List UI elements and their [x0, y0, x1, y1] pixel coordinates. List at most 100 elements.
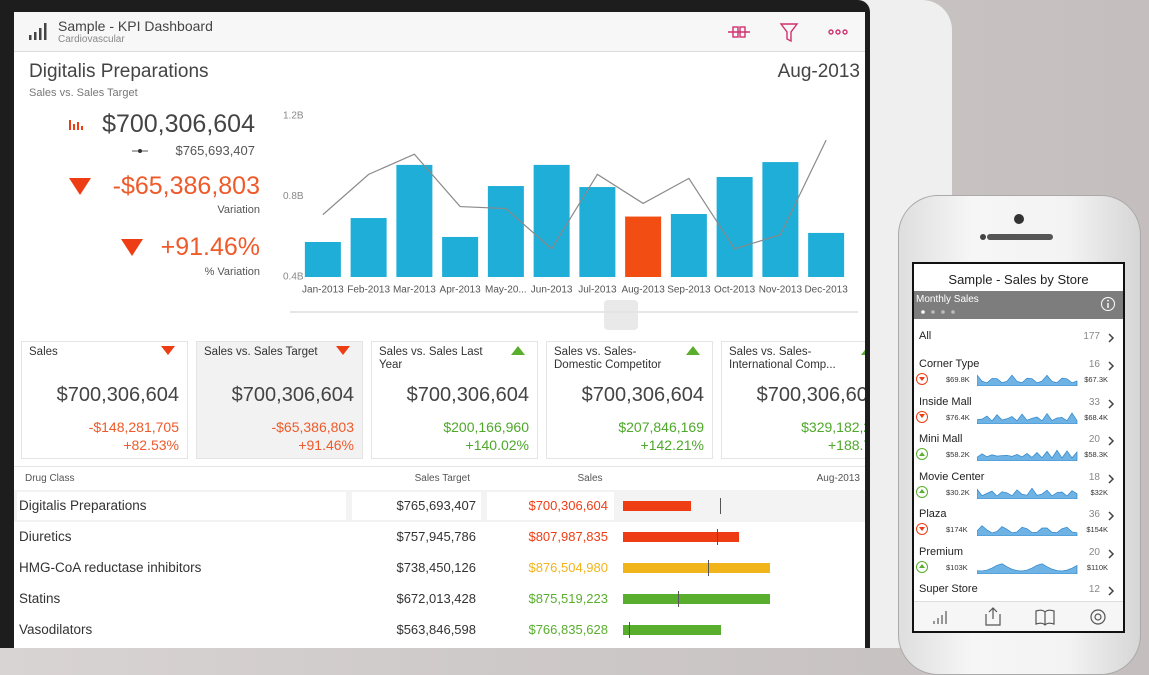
summary-pct-variation: +91.46% [160, 233, 260, 261]
phone-title: Sample - Sales by Store [948, 272, 1089, 287]
store-name[interactable]: Movie Center [919, 470, 985, 483]
store-name[interactable]: Super Store [919, 583, 978, 595]
chevron[interactable] [1107, 473, 1115, 484]
last-value: $67.3K [1084, 375, 1108, 384]
sparkline [977, 374, 1078, 386]
pct-variation-label: % Variation [204, 266, 260, 278]
kpi-value: $700,306,604 [56, 384, 179, 406]
chevron-path [1108, 333, 1115, 343]
kpi-value: $700,306,604 [756, 384, 865, 406]
column-header: Sales Target [414, 473, 470, 484]
chevron[interactable] [1107, 398, 1115, 409]
period: Aug-2013 [777, 61, 860, 82]
kpi-title: Sales [29, 346, 58, 358]
kpi-card[interactable] [721, 341, 865, 459]
chevron[interactable] [1107, 361, 1115, 371]
chevron[interactable] [1107, 333, 1115, 343]
sparkline [977, 562, 1078, 574]
kpi-card[interactable] [21, 341, 188, 459]
sparkline [977, 449, 1078, 461]
last-value: $154K [1086, 525, 1108, 534]
kpi-delta: -$65,386,803 [271, 419, 354, 435]
store-name[interactable]: Mini Mall [919, 433, 963, 445]
store-count: 20 [1088, 434, 1100, 445]
kpi-card[interactable] [371, 341, 538, 459]
last-value: $68.4K [1084, 412, 1108, 422]
info-icon[interactable] [1100, 296, 1116, 312]
down-triangle [919, 526, 925, 531]
x-tick-label: Aug-2013 [621, 285, 665, 296]
bar [716, 176, 753, 277]
bar [350, 218, 387, 277]
sparkline-area [977, 562, 1078, 574]
chevron-path [1108, 511, 1115, 521]
chevron-path [1108, 548, 1115, 559]
x-tick-label: Mar-2013 [393, 285, 436, 296]
scroll-handle[interactable] [604, 300, 638, 330]
row-name[interactable]: Diuretics [19, 529, 72, 544]
row-name[interactable]: Vasodilators [19, 622, 93, 637]
store-name[interactable]: Premium [919, 545, 964, 558]
kpi-delta: -$148,281,705 [88, 419, 179, 435]
header-icons[interactable] [720, 20, 860, 44]
trend-circle [916, 410, 928, 423]
target-marker [677, 591, 679, 607]
last-value: $110K [1086, 562, 1108, 572]
row-target: $765,693,407 [396, 498, 476, 513]
x-tick-label: May-20... [485, 285, 527, 296]
app-title: Sample - KPI Dashboard [58, 18, 213, 34]
x-tick-label: Nov-2013 [759, 285, 803, 296]
chevron[interactable] [1107, 436, 1115, 446]
chevron[interactable] [1107, 586, 1115, 596]
bar-icon [69, 120, 83, 130]
store-name[interactable]: Plaza [919, 508, 947, 520]
row-cell [487, 492, 614, 520]
all-label[interactable]: All [919, 330, 932, 342]
chevron[interactable] [1107, 511, 1115, 521]
store-count: 18 [1088, 471, 1100, 483]
target-marker [707, 560, 709, 576]
kpi-pct: +188.70 [828, 437, 865, 453]
store-name[interactable]: Corner Type [919, 358, 980, 370]
row-name[interactable]: Digitalis Preparations [19, 498, 147, 513]
header-bar [14, 12, 865, 52]
sparkline [977, 411, 1078, 424]
sparkline [977, 525, 1078, 536]
tab-bar [914, 601, 1123, 631]
chevron[interactable] [1107, 548, 1115, 559]
bullet-bar [623, 563, 770, 573]
variation-label: Variation [217, 204, 260, 216]
store-count: 36 [1088, 509, 1100, 520]
y-tick-label: 0.8B [283, 191, 304, 202]
signal-icon[interactable] [28, 22, 48, 42]
store-count: 20 [1088, 546, 1100, 558]
chevron-path [1108, 473, 1115, 484]
kpi-pct: +142.21% [640, 437, 704, 453]
app-subtitle: Cardiovascular [58, 34, 125, 45]
sparkline-area [977, 487, 1078, 499]
kpi-card[interactable] [546, 341, 713, 459]
row-name[interactable]: HMG-CoA reductase inhibitors [19, 560, 202, 575]
bullet-bar [623, 501, 691, 511]
trend-circle [916, 523, 928, 535]
last-value: $32K [1090, 487, 1108, 497]
chart: 0.4B 0.8B 1.2B Jan-2013 Feb-2013 Mar-2013 Apr-… [283, 111, 858, 330]
trend-circle [916, 373, 928, 385]
sparkline-area [977, 374, 1078, 386]
bar [442, 236, 479, 277]
up-triangle [861, 346, 865, 355]
row-cell [17, 492, 346, 520]
kpi-card[interactable] [196, 341, 363, 459]
first-value: $103K [946, 562, 968, 572]
kpi-pct: +91.46% [298, 437, 354, 453]
store-name[interactable]: Inside Mall [919, 395, 972, 408]
section-bar [914, 291, 1123, 319]
bar [670, 214, 707, 277]
tab-icons[interactable] [914, 604, 1123, 630]
trend-circle [916, 560, 928, 573]
row-sales: $700,306,604 [528, 498, 608, 513]
row-name[interactable]: Statins [19, 591, 61, 606]
all-count: 177 [1083, 331, 1100, 342]
column-header: Aug-2013 [816, 473, 860, 484]
